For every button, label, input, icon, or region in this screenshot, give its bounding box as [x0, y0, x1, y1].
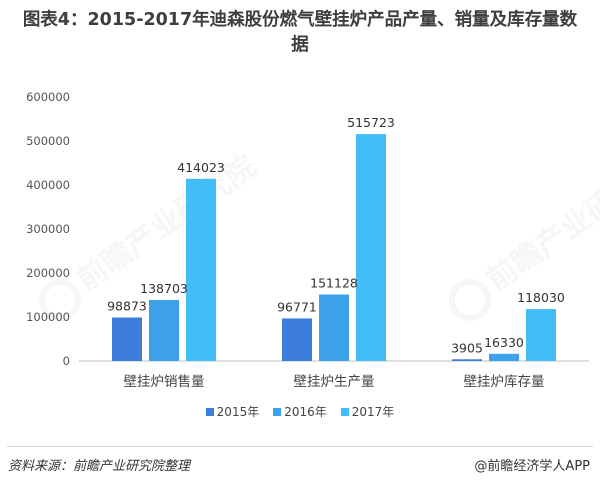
bars-group: [112, 134, 556, 361]
legend-label: 2016年: [284, 405, 327, 419]
data-label: 98873: [107, 298, 147, 313]
chart-title: 图表4：2015-2017年迪森股份燃气壁挂炉产品产量、销量及库存量数据: [22, 10, 578, 55]
bar: [186, 178, 216, 361]
y-axis-ticks: 0 100000 200000 300000 400000 500000 600000: [26, 90, 70, 368]
y-tick-label: 200000: [26, 266, 70, 280]
legend-label: 2017年: [351, 405, 395, 419]
legend-swatch: [205, 407, 214, 416]
y-tick-label: 300000: [26, 222, 70, 236]
bar: [112, 317, 142, 361]
legend-label: 2015年: [216, 405, 260, 419]
category-labels-group: 壁挂炉销售量 壁挂炉生产量 壁挂炉库存量: [124, 374, 545, 390]
legend-item: 2016年: [273, 403, 327, 420]
bar: [149, 299, 179, 361]
y-tick-label: 400000: [26, 178, 70, 192]
bar: [489, 353, 519, 361]
bar: [319, 294, 349, 361]
data-label: 515723: [347, 115, 395, 130]
y-tick-label: 0: [63, 354, 70, 368]
legend-item: 2015年: [205, 403, 260, 420]
data-label: 138703: [140, 281, 188, 296]
y-tick-label: 500000: [26, 134, 70, 148]
source-note: 资料来源：前瞻产业研究院整理: [8, 459, 191, 474]
data-label: 3905: [451, 340, 483, 355]
chart-legend: 2015年 2016年 2017年: [0, 403, 600, 420]
data-label: 16330: [484, 335, 524, 350]
data-label: 96771: [277, 299, 317, 314]
bar: [356, 134, 386, 361]
category-label: 壁挂炉库存量: [464, 374, 545, 390]
bar: [452, 359, 482, 361]
legend-item: 2017年: [340, 403, 395, 420]
category-label: 壁挂炉销售量: [124, 374, 205, 390]
legend-swatch: [340, 407, 349, 416]
category-label: 壁挂炉生产量: [294, 374, 375, 390]
data-label: 414023: [177, 160, 225, 175]
bar: [526, 309, 556, 361]
y-tick-label: 100000: [26, 310, 70, 324]
y-tick-label: 600000: [26, 90, 70, 104]
footer-divider: [7, 446, 593, 447]
data-labels-group: 98873 138703 414023 96771 151128 515723 3905 16…: [107, 115, 565, 355]
bar: [282, 318, 312, 361]
data-label: 118030: [517, 290, 565, 305]
credit-note: @前瞻经济学人APP: [474, 459, 590, 474]
data-label: 151128: [310, 276, 358, 291]
legend-swatch: [273, 407, 282, 416]
